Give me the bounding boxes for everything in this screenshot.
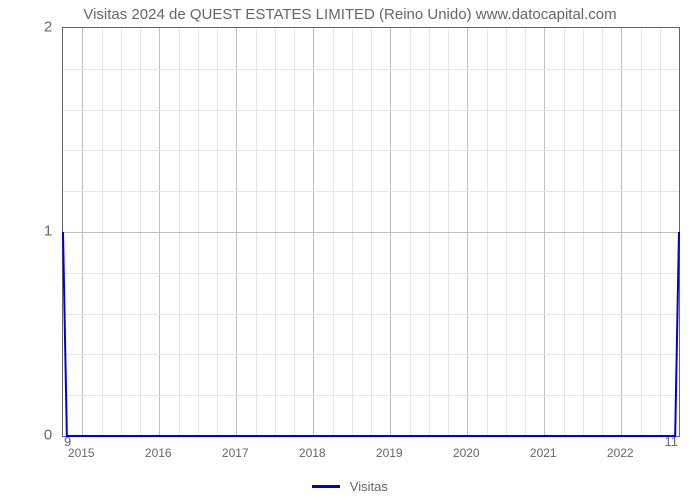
x-tick-label: 2015 <box>68 447 95 459</box>
corner-label-right: 11 <box>665 435 679 448</box>
x-tick-label: 2022 <box>607 447 634 459</box>
y-tick-label: 2 <box>44 20 52 35</box>
x-tick-label: 2016 <box>145 447 172 459</box>
legend: Visitas <box>0 478 700 494</box>
x-tick-label: 2021 <box>530 447 557 459</box>
y-tick-label: 1 <box>44 224 52 239</box>
series-layer <box>63 28 679 436</box>
chart-title: Visitas 2024 de QUEST ESTATES LIMITED (R… <box>0 6 700 23</box>
x-tick-label: 2020 <box>453 447 480 459</box>
chart-container: { "chart": { "type": "line", "title": "V… <box>0 0 700 500</box>
legend-label: Visitas <box>350 479 388 494</box>
series-line <box>63 232 679 436</box>
x-tick-label: 2018 <box>299 447 326 459</box>
x-tick-label: 2019 <box>376 447 403 459</box>
y-tick-label: 0 <box>44 428 52 443</box>
x-tick-label: 2017 <box>222 447 249 459</box>
corner-label-left: 9 <box>64 435 71 448</box>
legend-swatch-icon <box>312 485 340 488</box>
plot-area <box>62 27 680 437</box>
